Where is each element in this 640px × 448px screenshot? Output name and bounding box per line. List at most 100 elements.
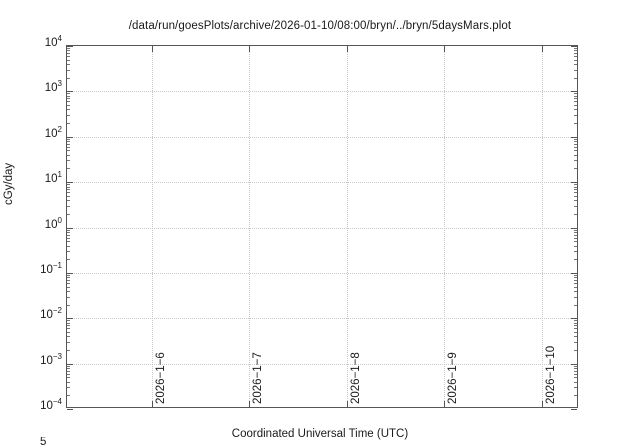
y-axis-tick (67, 409, 73, 410)
y-axis-tick-label: 103 (44, 79, 62, 95)
y-axis-minor-tick (67, 320, 70, 322)
y-axis-minor-tick (67, 186, 70, 188)
y-axis-tick-right (571, 227, 577, 229)
y-axis-minor-tick (67, 95, 70, 97)
y-axis-minor-tick-right (574, 69, 577, 71)
y-axis-minor-tick (67, 251, 70, 253)
x-axis-tick-top (542, 46, 544, 52)
y-axis-minor-tick-right (574, 77, 577, 79)
y-axis-tick-right (571, 318, 577, 320)
x-axis-tick (249, 401, 251, 407)
gridline-vertical (542, 46, 544, 407)
y-axis-minor-tick (67, 143, 70, 145)
y-axis-minor-tick (67, 138, 70, 140)
gridline-horizontal (67, 272, 577, 274)
y-axis-minor-tick-right (574, 109, 577, 111)
y-axis-minor-tick-right (574, 160, 577, 162)
y-axis-minor-tick-right (574, 115, 577, 117)
y-axis-tick (67, 136, 73, 138)
y-axis-minor-tick-right (574, 370, 577, 372)
x-axis-tick-top (347, 46, 349, 52)
y-axis-minor-tick (67, 192, 70, 194)
y-axis-minor-tick-right (574, 365, 577, 367)
y-axis-minor-tick-right (574, 93, 577, 95)
y-axis-minor-tick (67, 229, 70, 231)
y-axis-minor-tick-right (574, 168, 577, 170)
y-axis-minor-tick (67, 98, 70, 100)
y-axis-minor-tick (67, 290, 70, 292)
y-axis-minor-tick (67, 184, 70, 186)
y-axis-minor-tick (67, 282, 70, 284)
x-axis-tick (542, 401, 544, 407)
y-axis-minor-tick (67, 325, 70, 327)
y-axis-minor-tick (67, 387, 70, 389)
y-axis-minor-tick (67, 213, 70, 215)
y-axis-tick-right (571, 272, 577, 274)
y-axis-minor-tick-right (574, 189, 577, 191)
y-axis-minor-tick (67, 160, 70, 162)
y-axis-minor-tick-right (574, 195, 577, 197)
y-axis-minor-tick (67, 105, 70, 107)
grid-layer (67, 46, 577, 407)
y-axis-tick (67, 91, 73, 93)
y-axis-minor-tick-right (574, 50, 577, 52)
x-axis-title: Coordinated Universal Time (UTC) (231, 428, 409, 440)
y-axis-minor-tick (67, 370, 70, 372)
y-axis-minor-tick (67, 195, 70, 197)
y-axis-minor-tick-right (574, 322, 577, 324)
y-axis-minor-tick (67, 59, 70, 61)
y-axis-tick (67, 182, 73, 184)
y-axis-tick (67, 46, 73, 47)
y-axis-minor-tick-right (574, 304, 577, 306)
y-axis-minor-tick-right (574, 105, 577, 107)
gridline-horizontal (67, 91, 577, 93)
y-axis-minor-tick (67, 331, 70, 333)
y-axis-minor-tick-right (574, 279, 577, 281)
y-axis-minor-tick (67, 115, 70, 117)
y-axis-minor-tick (67, 322, 70, 324)
y-axis-minor-tick (67, 259, 70, 261)
y-axis-tick-right (571, 363, 577, 365)
y-axis-tick-right (571, 182, 577, 184)
y-axis-tick-label: 10−3 (40, 351, 62, 367)
y-axis-minor-tick (67, 286, 70, 288)
y-axis-minor-tick-right (574, 328, 577, 330)
y-axis-minor-tick-right (574, 341, 577, 343)
y-axis-minor-tick (67, 69, 70, 71)
y-axis-tick-label: 104 (44, 34, 62, 49)
x-axis-tick-top (249, 46, 251, 52)
y-axis-minor-tick (67, 50, 70, 52)
y-axis-minor-tick-right (574, 101, 577, 103)
y-axis-minor-tick (67, 279, 70, 281)
y-axis-minor-tick-right (574, 213, 577, 215)
y-axis-minor-tick (67, 365, 70, 367)
y-axis-minor-tick-right (574, 377, 577, 379)
gridline-horizontal (67, 363, 577, 365)
y-axis-minor-tick (67, 48, 70, 50)
y-axis-minor-tick (67, 328, 70, 330)
y-axis-minor-tick-right (574, 259, 577, 261)
y-axis-minor-tick-right (574, 373, 577, 375)
y-axis-minor-tick (67, 274, 70, 276)
y-axis-tick-right (571, 91, 577, 93)
y-axis-minor-tick (67, 93, 70, 95)
y-axis-minor-tick (67, 146, 70, 148)
y-axis-minor-tick-right (574, 123, 577, 125)
plot-title: /data/run/goesPlots/archive/2026-01-10/0… (128, 20, 512, 32)
y-axis-minor-tick (67, 200, 70, 202)
clipped-next-panel-label: 5 (40, 437, 47, 446)
x-axis-tick (443, 401, 445, 407)
y-axis-tick-label: 101 (44, 170, 62, 186)
y-axis-minor-tick-right (574, 200, 577, 202)
y-axis-tick (67, 318, 73, 320)
y-axis-minor-tick-right (574, 368, 577, 370)
y-axis-minor-tick-right (574, 48, 577, 50)
y-axis-minor-tick-right (574, 138, 577, 140)
plot-frame (66, 45, 578, 410)
y-axis-minor-tick (67, 234, 70, 236)
y-axis-minor-tick (67, 101, 70, 103)
gridline-vertical (443, 46, 445, 407)
y-axis-minor-tick-right (574, 184, 577, 186)
y-axis-minor-tick (67, 168, 70, 170)
